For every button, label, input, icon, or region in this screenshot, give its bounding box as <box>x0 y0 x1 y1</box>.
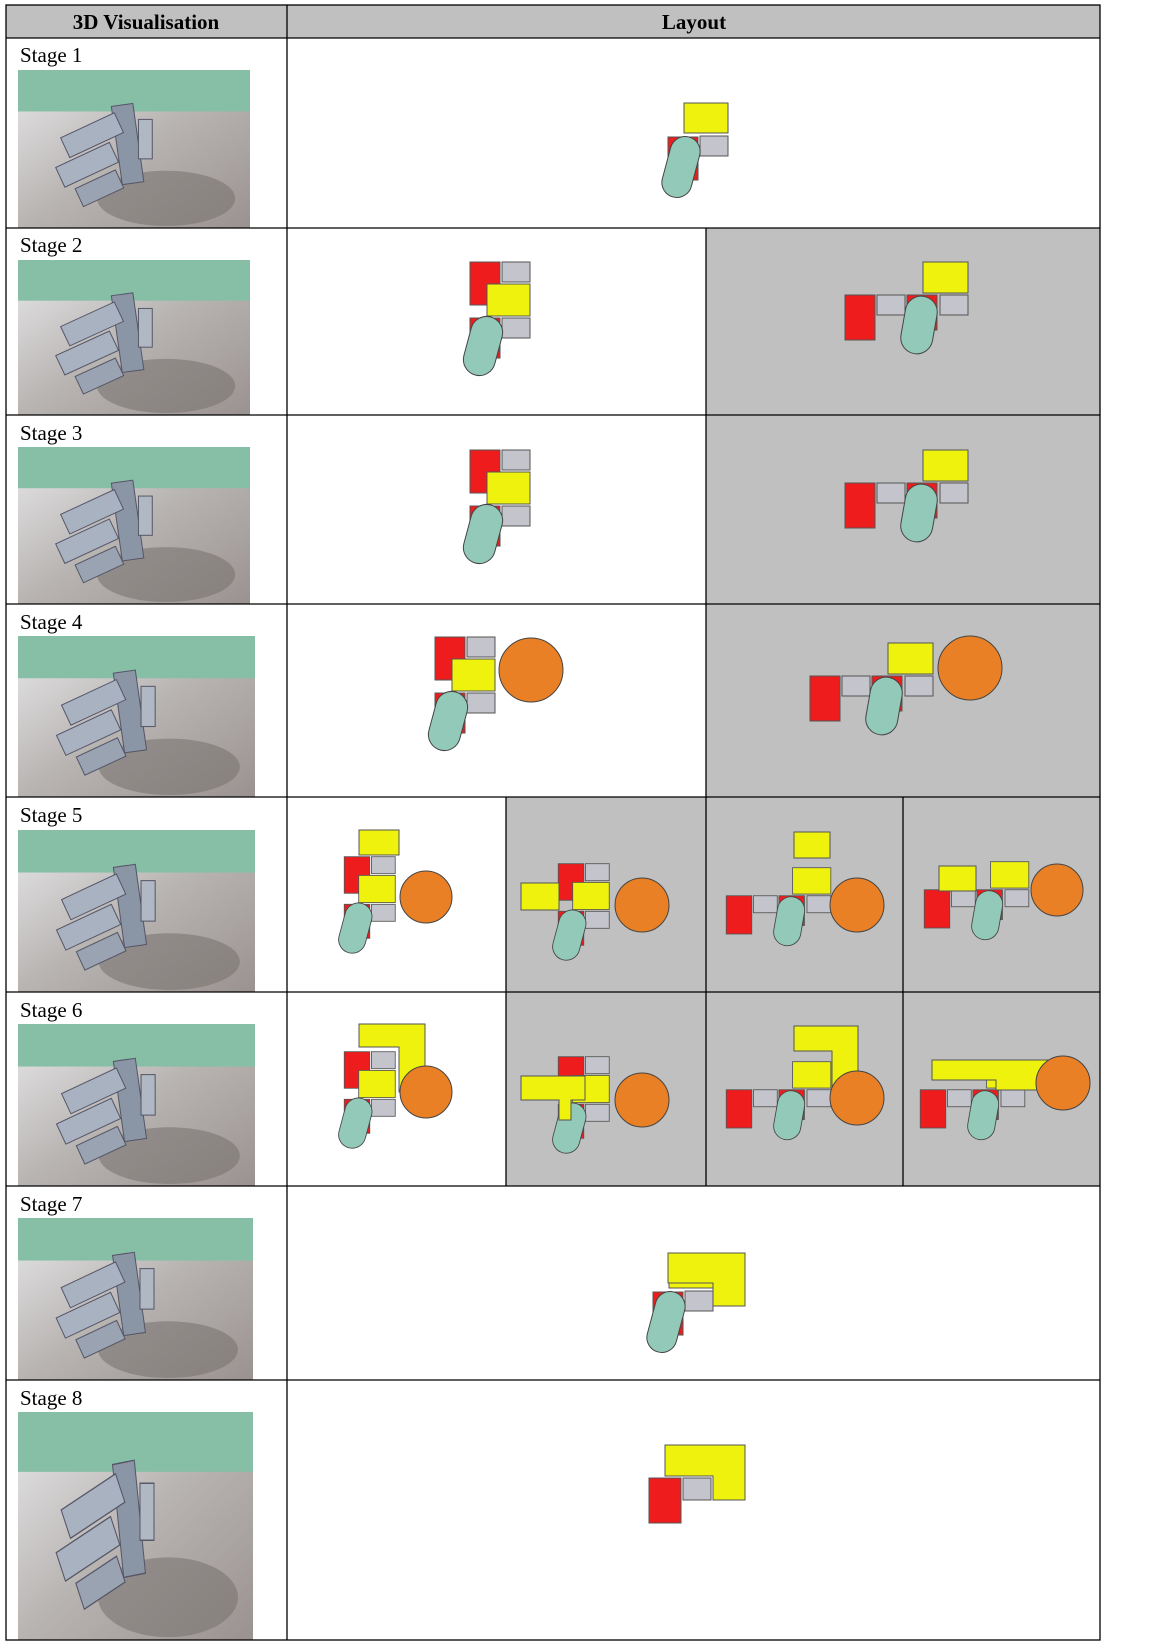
stage-label: Stage 7 <box>20 1192 82 1216</box>
stage-label: Stage 6 <box>20 998 82 1022</box>
stage-label: Stage 5 <box>20 803 82 827</box>
column-header: Layout <box>662 10 726 34</box>
stage-label: Stage 1 <box>20 43 82 67</box>
stage-label: Stage 3 <box>20 421 82 445</box>
stage-label: Stage 2 <box>20 233 82 257</box>
column-header: 3D Visualisation <box>73 10 220 34</box>
stage-label: Stage 8 <box>20 1386 82 1410</box>
stage-label: Stage 4 <box>20 610 83 634</box>
